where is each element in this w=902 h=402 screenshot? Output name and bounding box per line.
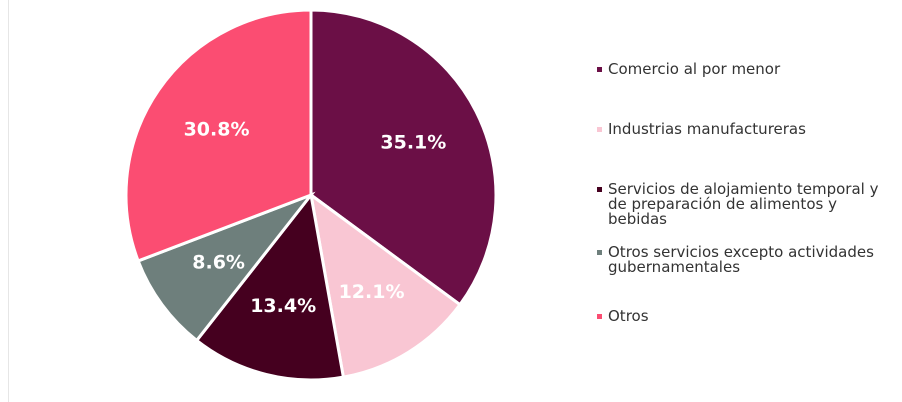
legend-swatch bbox=[597, 127, 602, 132]
legend-item: Otros servicios excepto actividades gube… bbox=[597, 245, 892, 275]
pie-slice bbox=[194, 191, 346, 382]
data-label: 12.1% bbox=[339, 281, 405, 303]
pie-slice bbox=[308, 191, 463, 379]
pie-slice bbox=[136, 191, 316, 343]
legend-item: Otros bbox=[597, 309, 892, 324]
legend-swatch bbox=[597, 187, 602, 192]
legend-label: Otros servicios excepto actividades gube… bbox=[608, 243, 874, 276]
legend-item: Industrias manufactureras bbox=[597, 122, 892, 137]
data-label: 13.4% bbox=[250, 295, 316, 317]
legend-item: Comercio al por menor bbox=[597, 62, 892, 77]
legend-label: Servicios de alojamiento temporal y de p… bbox=[608, 180, 879, 228]
legend-swatch bbox=[597, 67, 602, 72]
data-label: 8.6% bbox=[192, 252, 245, 274]
legend-item: Servicios de alojamiento temporal y de p… bbox=[597, 182, 892, 227]
pie-slice bbox=[124, 8, 313, 263]
data-label: 35.1% bbox=[380, 132, 446, 154]
legend-label: Comercio al por menor bbox=[608, 60, 781, 78]
legend-swatch bbox=[597, 314, 602, 319]
pie-slice bbox=[309, 8, 498, 307]
data-label: 30.8% bbox=[184, 118, 250, 140]
legend-label: Otros bbox=[608, 307, 649, 325]
legend-label: Industrias manufactureras bbox=[608, 120, 806, 138]
legend-swatch bbox=[597, 250, 602, 255]
